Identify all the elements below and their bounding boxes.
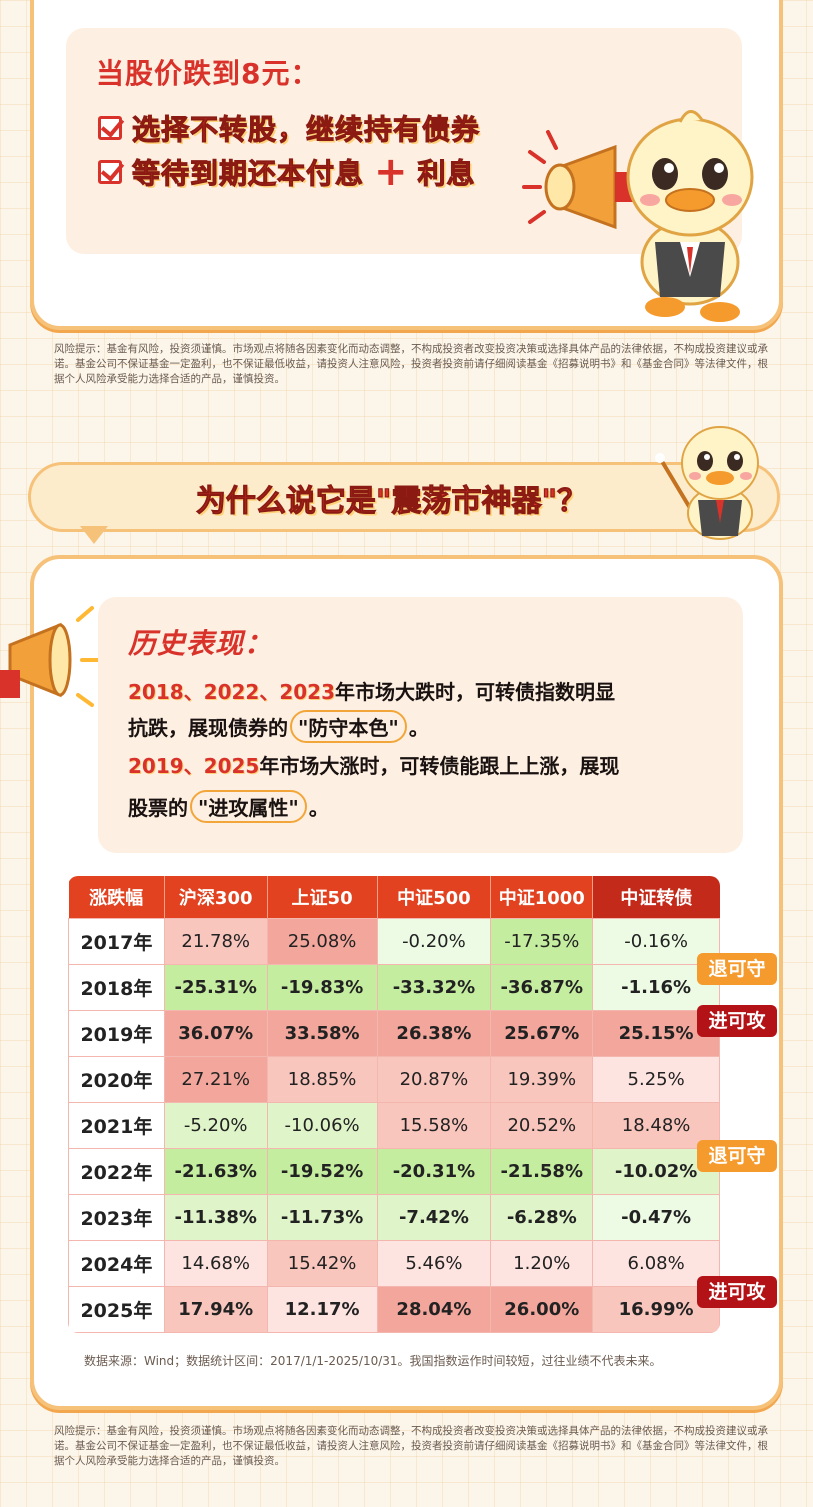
table-cell: 15.58% [376,1101,492,1149]
table-cell: 19.39% [490,1055,594,1103]
table-header-row: 涨跌幅 沪深300 上证50 中证500 中证1000 中证转债 [68,876,720,918]
checkbox-icon [98,116,122,140]
table-cell: 25.67% [490,1009,594,1057]
table-cell: -21.58% [490,1147,594,1195]
table-cell: 12.17% [266,1285,378,1333]
year-cell: 2021年 [68,1101,165,1149]
year-cell: 2019年 [68,1009,165,1057]
table-header: 涨跌幅 [68,876,165,918]
table-row: 2024年 14.68% 15.42% 5.46% 1.20% 6.08% [68,1239,720,1287]
table-row: 2020年 27.21% 18.85% 20.87% 19.39% 5.25% [68,1055,720,1103]
duck-pointer-icon [655,426,759,540]
banner-tail [80,526,108,544]
checkbox-icon [98,160,122,184]
table-cell: 25.08% [266,917,378,965]
year-cell: 2022年 [68,1147,165,1195]
table-header: 中证1000 [490,876,594,918]
table-row: 2018年 -25.31% -19.83% -33.32% -36.87% -1.16% [68,963,720,1011]
table-row: 2025年 17.94% 12.17% 28.04% 26.00% 16.99% [68,1285,720,1333]
table-cell: 26.00% [490,1285,594,1333]
table-cell: -0.47% [592,1193,720,1241]
table-cell: -11.73% [266,1193,378,1241]
table-cell: 15.42% [266,1239,378,1287]
table-cell: 36.07% [163,1009,268,1057]
table-cell: -33.32% [376,963,492,1011]
history-heading: 历史表现： [128,627,274,660]
table-cell: -6.28% [490,1193,594,1241]
table-row: 2017年 21.78% 25.08% -0.20% -17.35% -0.16% [68,917,720,965]
table-header: 中证转债 [592,876,720,918]
up-years: 2019、2025 [128,754,260,778]
table-cell: 6.08% [592,1239,720,1287]
tag-defend-2022: 退可守 [697,1140,777,1172]
year-cell: 2024年 [68,1239,165,1287]
table-header: 沪深300 [164,876,268,918]
table-cell: 5.25% [592,1055,720,1103]
top-info-panel [66,28,742,254]
table-cell: 28.04% [376,1285,492,1333]
table-cell: 26.38% [376,1009,492,1057]
year-cell: 2017年 [68,917,165,965]
table-cell: -36.87% [490,963,594,1011]
table-cell: 27.21% [163,1055,268,1103]
table-cell: -10.06% [266,1101,378,1149]
table-cell: -25.31% [163,963,268,1011]
table-cell: -5.20% [163,1101,268,1149]
table-row: 2022年 -21.63% -19.52% -20.31% -21.58% -10.02% [68,1147,720,1195]
option-text-2a: 等待到期还本付息 [131,157,365,191]
duck-megaphone-icon [522,110,754,322]
option-text-2b: 利息 [417,157,476,191]
table-cell: -17.35% [490,917,594,965]
history-para-1-line2: 抗跌，展现债券的 "防守本色"。 [128,710,429,743]
table-cell: 18.85% [266,1055,378,1103]
table-row: 2019年 36.07% 33.58% 26.38% 25.67% 25.15% [68,1009,720,1057]
history-para-2-line1: 2019、2025年市场大涨时，可转债能跟上上涨，展现 [128,754,620,778]
table-cell: 17.94% [163,1285,268,1333]
table-cell: -7.42% [376,1193,492,1241]
megaphone-icon [0,606,102,707]
top-heading: 当股价跌到8元： [96,57,320,90]
tag-attack-2019: 进可攻 [697,1005,777,1037]
year-cell: 2023年 [68,1193,165,1241]
tag-attack-2025: 进可攻 [697,1276,777,1308]
plus-icon: + [374,149,408,195]
option-item-1: 选择不转股，继续持有债券 [98,108,480,148]
year-cell: 2025年 [68,1285,165,1333]
table-cell: -11.38% [163,1193,268,1241]
table-cell: -19.52% [266,1147,378,1195]
risk-disclaimer-2: 风险提示：基金有风险，投资须谨慎。市场观点将随各因素变化而动态调整，不构成投资者… [54,1425,768,1467]
tag-defend-2018: 退可守 [697,953,777,985]
data-source-note: 数据来源：Wind；数据统计区间：2017/1/1-2025/10/31。我国指… [84,1354,662,1368]
table-cell: 21.78% [163,917,268,965]
down-years: 2018、2022、2023 [128,680,335,704]
history-para-1-line1: 2018、2022、2023年市场大跌时，可转债指数明显 [128,680,615,704]
table-cell: 14.68% [163,1239,268,1287]
table-cell: -10.02% [592,1147,720,1195]
year-cell: 2020年 [68,1055,165,1103]
option-item-2: 等待到期还本付息 + 利息 [98,152,476,192]
option-text-1: 选择不转股，继续持有债券 [131,113,481,147]
defense-highlight: "防守本色" [290,710,407,743]
table-cell: 18.48% [592,1101,720,1149]
table-cell: 20.52% [490,1101,594,1149]
table-cell: 20.87% [376,1055,492,1103]
table-cell: 33.58% [266,1009,378,1057]
risk-disclaimer-1: 风险提示：基金有风险，投资须谨慎。市场观点将随各因素变化而动态调整，不构成投资者… [54,343,768,385]
table-cell: 1.20% [490,1239,594,1287]
table-header: 中证500 [377,876,492,918]
question-title: 为什么说它是"震荡市神器"？ [195,484,588,520]
table-cell: -0.20% [376,917,492,965]
table-cell: -21.63% [163,1147,268,1195]
table-cell: 5.46% [376,1239,492,1287]
table-header: 上证50 [267,876,378,918]
attack-highlight: "进攻属性" [190,790,307,823]
table-cell: -20.31% [376,1147,492,1195]
history-para-2-line2: 股票的 "进攻属性"。 [128,790,329,823]
returns-table: 涨跌幅 沪深300 上证50 中证500 中证1000 中证转债 2017年 21… [68,876,720,1333]
table-cell: -19.83% [266,963,378,1011]
year-cell: 2018年 [68,963,165,1011]
question-banner [28,462,780,532]
table-row: 2021年 -5.20% -10.06% 15.58% 20.52% 18.48% [68,1101,720,1149]
table-row: 2023年 -11.38% -11.73% -7.42% -6.28% -0.47% [68,1193,720,1241]
